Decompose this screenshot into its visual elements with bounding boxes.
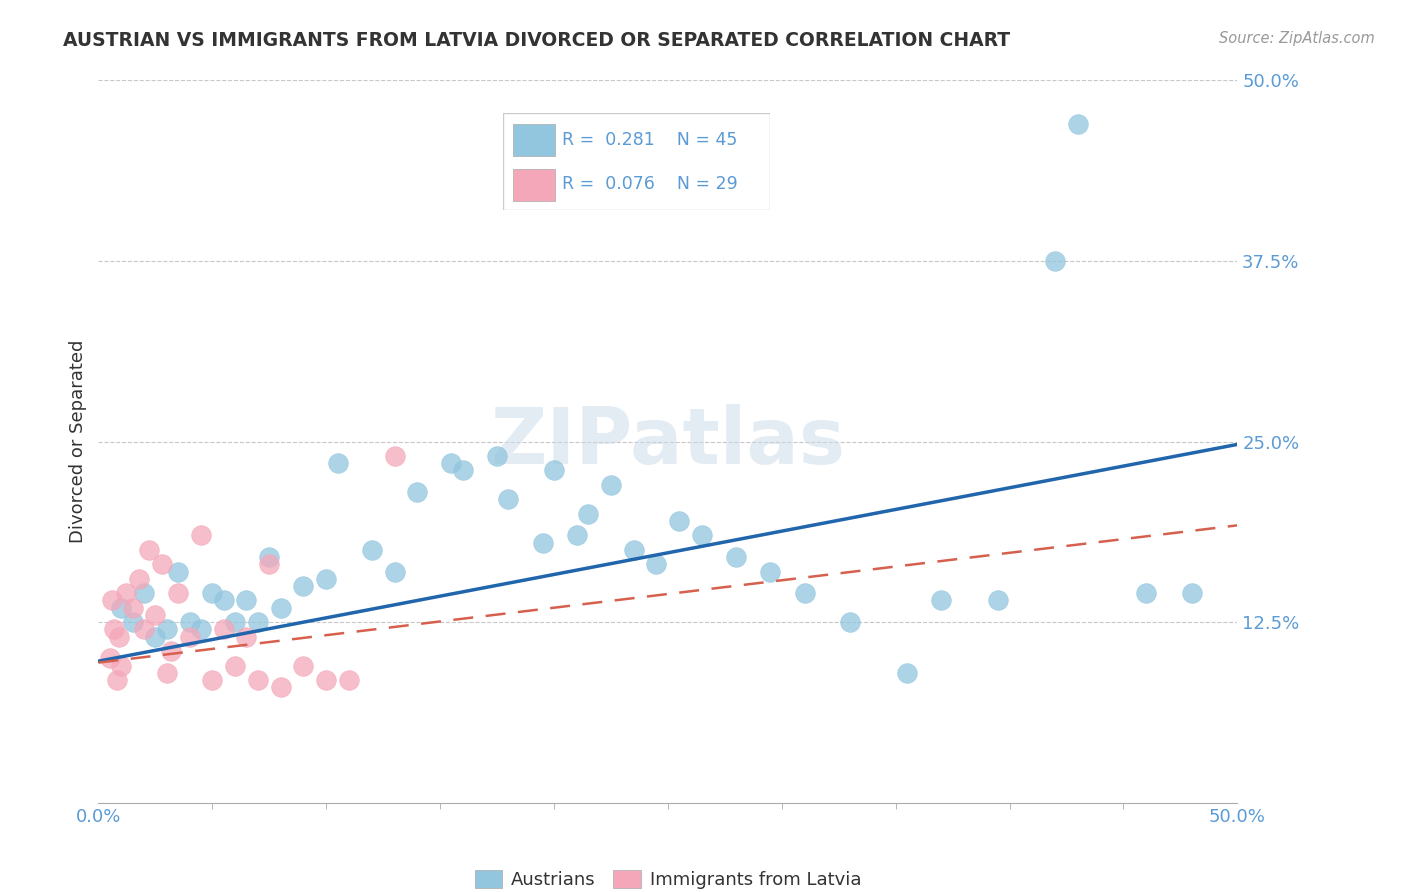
Point (246, 673, 269, 687)
Point (486, 449, 509, 463)
Point (167, 586, 190, 600)
Point (212, 623, 235, 637)
Point (128, 572, 150, 586)
Point (759, 565, 782, 579)
Point (235, 630, 257, 644)
Point (440, 456, 463, 470)
Point (201, 586, 224, 600)
Point (179, 615, 201, 630)
Point (235, 593, 257, 607)
Point (121, 615, 143, 630)
Point (668, 514, 690, 528)
Point (224, 615, 246, 630)
Point (1181, 586, 1204, 600)
Point (212, 593, 235, 607)
Point (384, 565, 406, 579)
Point (98, 651, 121, 665)
Point (108, 630, 131, 644)
Point (1135, 586, 1157, 600)
Point (103, 623, 125, 637)
Point (292, 658, 315, 673)
Point (543, 463, 565, 477)
Point (259, 550, 281, 565)
Point (259, 558, 281, 572)
Point (725, 550, 748, 565)
Point (132, 586, 155, 600)
Point (929, 593, 952, 607)
Point (793, 586, 815, 600)
Point (101, 593, 124, 607)
Point (531, 535, 554, 549)
Point (190, 528, 212, 542)
Y-axis label: Divorced or Separated: Divorced or Separated (69, 340, 87, 543)
Point (839, 615, 862, 630)
Point (270, 600, 292, 615)
Point (132, 623, 155, 637)
Point (498, 492, 520, 507)
Point (337, 673, 360, 687)
Point (451, 463, 474, 477)
Legend: Austrians, Immigrants from Latvia: Austrians, Immigrants from Latvia (467, 863, 869, 892)
Point (292, 579, 315, 593)
Point (110, 600, 132, 615)
Point (121, 600, 143, 615)
Point (315, 572, 337, 586)
Point (576, 507, 599, 521)
Point (565, 528, 588, 542)
Point (110, 658, 132, 673)
Point (987, 593, 1010, 607)
Point (315, 673, 337, 687)
Point (105, 673, 128, 687)
Point (156, 623, 179, 637)
Point (645, 558, 668, 572)
Point (406, 485, 429, 500)
Point (145, 607, 167, 622)
Point (160, 644, 183, 658)
Point (1043, 253, 1066, 268)
Point (156, 665, 179, 680)
Point (167, 565, 190, 579)
Point (600, 478, 623, 492)
Point (1067, 117, 1090, 131)
Point (690, 528, 713, 542)
Point (623, 542, 645, 557)
Point (150, 558, 173, 572)
Point (270, 680, 292, 694)
Point (190, 623, 212, 637)
Point (224, 658, 246, 673)
Point (201, 673, 224, 687)
Point (138, 542, 160, 557)
Point (179, 630, 201, 644)
Text: ZIPatlas: ZIPatlas (491, 403, 845, 480)
Text: AUSTRIAN VS IMMIGRANTS FROM LATVIA DIVORCED OR SEPARATED CORRELATION CHART: AUSTRIAN VS IMMIGRANTS FROM LATVIA DIVOR… (63, 31, 1011, 50)
Point (145, 630, 167, 644)
Text: Source: ZipAtlas.com: Source: ZipAtlas.com (1219, 31, 1375, 46)
Point (326, 456, 349, 470)
Point (384, 449, 406, 463)
Point (246, 615, 269, 630)
Point (896, 665, 918, 680)
Point (360, 542, 382, 557)
Point (114, 586, 136, 600)
